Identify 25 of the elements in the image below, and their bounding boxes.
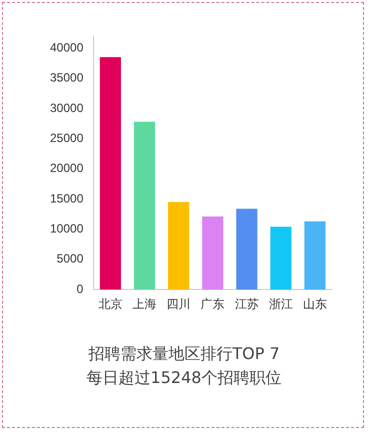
x-tick-label: 山东 bbox=[302, 297, 327, 312]
bar bbox=[270, 226, 292, 290]
x-tick-label: 上海 bbox=[132, 297, 157, 312]
bar bbox=[134, 122, 156, 290]
x-tick-label: 浙江 bbox=[268, 297, 293, 312]
x-tick-label: 江苏 bbox=[234, 297, 259, 312]
bar bbox=[168, 202, 190, 290]
y-tick-label: 5000 bbox=[56, 252, 84, 266]
y-tick-label: 40000 bbox=[50, 40, 84, 54]
y-tick-label: 15000 bbox=[50, 191, 84, 206]
x-tick-label: 北京 bbox=[98, 297, 122, 312]
y-tick-label: 10000 bbox=[50, 222, 84, 236]
text: 招聘需求量地区排行TOP 7 bbox=[87, 344, 281, 365]
y-tick-label: 30000 bbox=[50, 100, 84, 115]
y-tick-label: 35000 bbox=[50, 70, 84, 85]
bar bbox=[100, 57, 121, 290]
x-tick-label: 四川 bbox=[166, 297, 191, 312]
bar bbox=[202, 216, 224, 290]
y-tick-label: 0 bbox=[76, 282, 84, 296]
bar bbox=[304, 221, 326, 290]
text: 每日超过15248个招聘职位 bbox=[86, 368, 282, 389]
x-tick-label: 广东 bbox=[200, 297, 225, 312]
y-tick-label: 20000 bbox=[50, 161, 84, 176]
bar bbox=[236, 208, 258, 290]
y-tick-label: 25000 bbox=[50, 130, 84, 145]
